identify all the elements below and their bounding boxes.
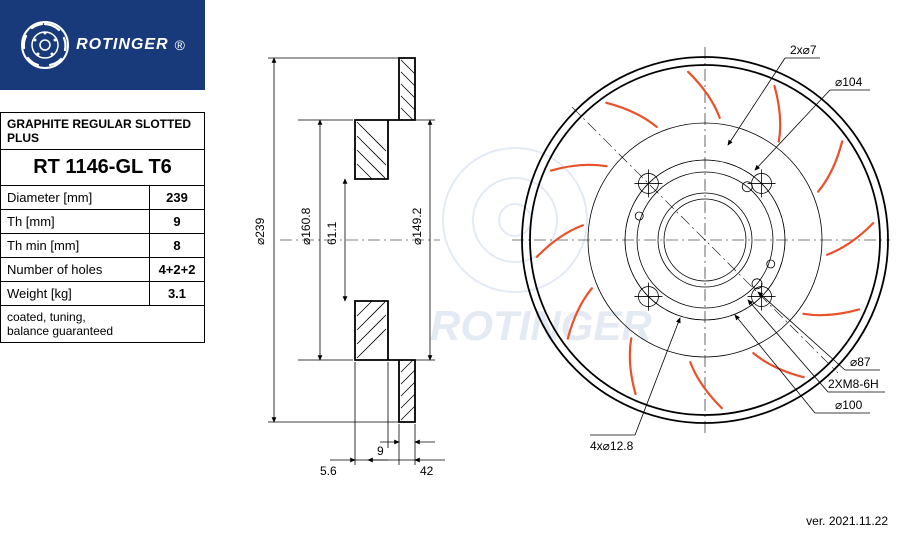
callout-thread: 2XM8-6H	[828, 377, 879, 391]
spec-value: 4+2+2	[150, 258, 205, 282]
dim-bore: 61.1	[325, 221, 339, 245]
spec-table: GRAPHITE REGULAR SLOTTED PLUS RT 1146-GL…	[0, 112, 205, 343]
reg-mark: ®	[175, 37, 185, 53]
technical-drawing: ROTINGER ⌀239	[220, 30, 890, 500]
spec-note: coated, tuning, balance guaranteed	[1, 306, 205, 343]
version-label: ver. 2021.11.22	[806, 514, 888, 528]
dim-hub-outer: ⌀160.8	[299, 207, 313, 245]
spec-value: 8	[150, 234, 205, 258]
callout-d100: ⌀100	[835, 398, 863, 412]
product-line: GRAPHITE REGULAR SLOTTED PLUS	[1, 113, 205, 150]
logo: ROTINGER ®	[20, 20, 185, 70]
callout-d87: ⌀87	[850, 355, 871, 369]
spec-value: 9	[150, 210, 205, 234]
dim-hub-inner: ⌀149.2	[410, 207, 424, 245]
logo-bar: ROTINGER ®	[0, 0, 205, 90]
spec-label: Th [mm]	[1, 210, 150, 234]
dim-flange-th: 5.6	[320, 464, 337, 478]
spec-label: Th min [mm]	[1, 234, 150, 258]
spec-label: Diameter [mm]	[1, 186, 150, 210]
watermark	[443, 148, 587, 292]
spec-value: 239	[150, 186, 205, 210]
callout-bolt: 4x⌀12.8	[590, 439, 634, 453]
section-view: ⌀239	[253, 58, 445, 478]
dim-offset: 42	[420, 464, 434, 478]
brand-name: ROTINGER	[76, 36, 168, 54]
dim-disc-th: 9	[377, 444, 384, 458]
watermark-text: ROTINGER	[430, 302, 652, 349]
spec-label: Number of holes	[1, 258, 150, 282]
part-number: RT 1146-GL T6	[1, 150, 205, 186]
callout-d104: ⌀104	[835, 75, 863, 89]
callout-2d7: 2x⌀7	[790, 43, 817, 57]
face-view	[512, 47, 890, 433]
dim-outer-dia: ⌀239	[253, 217, 267, 245]
logo-disc-icon	[20, 20, 70, 70]
spec-label: Weight [kg]	[1, 282, 150, 306]
spec-value: 3.1	[150, 282, 205, 306]
